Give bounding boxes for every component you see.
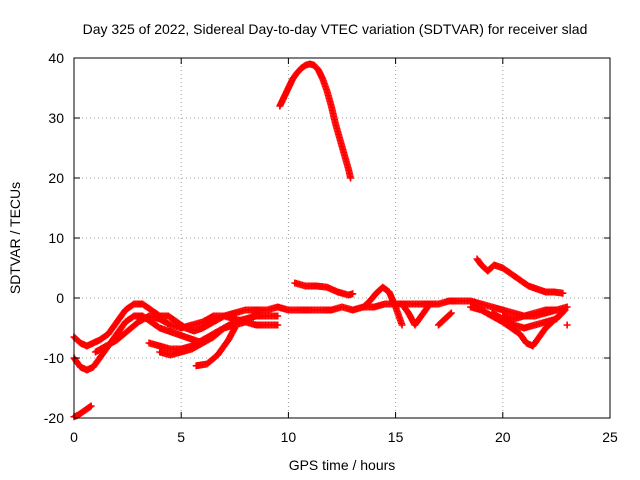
data-point-marker xyxy=(231,324,239,332)
axis-ticks: 0 5 10 15 20 25 -20 -10 0 10 20 30 40 xyxy=(44,50,618,445)
x-tick-label: 0 xyxy=(70,429,78,445)
x-tick-label: 20 xyxy=(495,429,511,445)
chart-title: Day 325 of 2022, Sidereal Day-to-day VTE… xyxy=(83,21,588,37)
y-tick-label: -20 xyxy=(44,410,64,426)
data-point-marker xyxy=(274,312,282,320)
series-track-6 xyxy=(192,324,239,370)
data-point-marker xyxy=(563,321,571,329)
series-track-8 xyxy=(276,60,355,182)
x-tick-label: 10 xyxy=(281,429,297,445)
data-point-marker xyxy=(349,290,357,298)
series-track-17 xyxy=(563,321,571,329)
series-track-11 xyxy=(398,300,432,329)
data-point-marker xyxy=(274,321,282,329)
x-axis-label: GPS time / hours xyxy=(289,457,396,473)
data-point-marker xyxy=(423,304,431,312)
series-track-3 xyxy=(91,312,282,356)
data-point-marker xyxy=(559,289,567,297)
y-tick-label: -10 xyxy=(44,350,64,366)
series-track-9 xyxy=(291,279,357,299)
series-track-16 xyxy=(499,306,560,323)
x-tick-label: 15 xyxy=(388,429,404,445)
y-tick-label: 40 xyxy=(48,50,64,66)
series-track-10 xyxy=(359,283,406,329)
series-track-12 xyxy=(434,309,455,329)
data-point-marker xyxy=(252,312,260,320)
series-track-13 xyxy=(473,255,567,297)
y-tick-label: 30 xyxy=(48,110,64,126)
data-point-marker xyxy=(87,402,95,410)
x-tick-label: 5 xyxy=(177,429,185,445)
x-tick-label: 25 xyxy=(602,429,618,445)
data-point-marker xyxy=(552,306,560,314)
y-axis-label: SDTVAR / TECUs xyxy=(7,182,23,294)
series-track-7 xyxy=(70,402,95,421)
grid xyxy=(74,58,610,418)
series-track-5 xyxy=(156,312,260,359)
data-point-marker xyxy=(446,310,454,318)
data-markers xyxy=(70,60,571,421)
series-track-1 xyxy=(70,297,571,350)
data-point-marker xyxy=(560,307,568,315)
y-tick-label: 0 xyxy=(56,290,64,306)
y-tick-label: 20 xyxy=(48,170,64,186)
data-point-marker xyxy=(424,303,432,311)
data-point-marker xyxy=(561,306,569,314)
data-point-marker xyxy=(398,321,406,329)
data-point-marker xyxy=(447,309,455,317)
y-tick-label: 10 xyxy=(48,230,64,246)
data-point-marker xyxy=(347,174,355,182)
